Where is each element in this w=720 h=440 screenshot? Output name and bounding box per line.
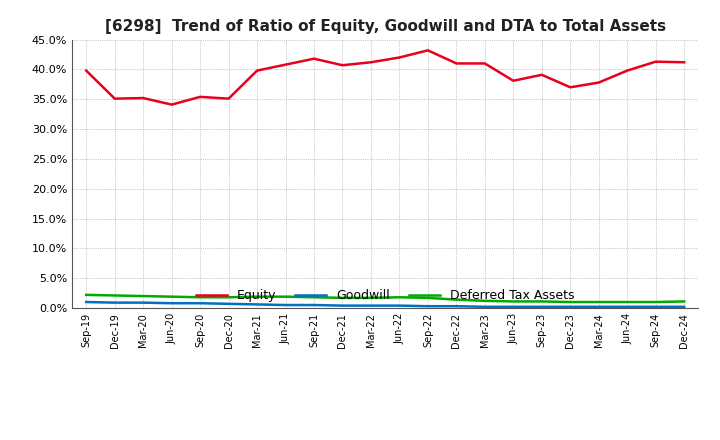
Goodwill <box>282 302 290 308</box>
Equity <box>509 78 518 84</box>
Goodwill <box>338 303 347 308</box>
Deferred Tax Assets <box>423 295 432 301</box>
Equity <box>680 60 688 65</box>
Deferred Tax Assets <box>366 295 375 301</box>
Equity <box>82 68 91 73</box>
Deferred Tax Assets <box>82 292 91 297</box>
Deferred Tax Assets <box>167 294 176 299</box>
Equity <box>652 59 660 64</box>
Goodwill <box>537 304 546 309</box>
Deferred Tax Assets <box>225 295 233 300</box>
Equity <box>310 56 318 61</box>
Deferred Tax Assets <box>253 294 261 299</box>
Goodwill <box>366 303 375 308</box>
Deferred Tax Assets <box>452 297 461 302</box>
Equity <box>423 48 432 53</box>
Deferred Tax Assets <box>537 299 546 304</box>
Deferred Tax Assets <box>282 294 290 299</box>
Equity <box>480 61 489 66</box>
Goodwill <box>652 304 660 309</box>
Line: Equity: Equity <box>86 50 684 105</box>
Deferred Tax Assets <box>566 299 575 304</box>
Equity <box>595 80 603 85</box>
Equity <box>395 55 404 60</box>
Equity <box>366 60 375 65</box>
Goodwill <box>480 304 489 309</box>
Equity <box>623 68 631 73</box>
Deferred Tax Assets <box>509 299 518 304</box>
Title: [6298]  Trend of Ratio of Equity, Goodwill and DTA to Total Assets: [6298] Trend of Ratio of Equity, Goodwil… <box>104 19 666 34</box>
Legend: Equity, Goodwill, Deferred Tax Assets: Equity, Goodwill, Deferred Tax Assets <box>191 284 580 307</box>
Deferred Tax Assets <box>196 295 204 300</box>
Goodwill <box>623 304 631 309</box>
Goodwill <box>509 304 518 309</box>
Goodwill <box>225 301 233 307</box>
Equity <box>253 68 261 73</box>
Equity <box>282 62 290 67</box>
Equity <box>196 94 204 99</box>
Deferred Tax Assets <box>338 295 347 301</box>
Goodwill <box>82 299 91 304</box>
Deferred Tax Assets <box>652 299 660 304</box>
Equity <box>167 102 176 107</box>
Equity <box>225 96 233 101</box>
Equity <box>110 96 119 101</box>
Deferred Tax Assets <box>110 293 119 298</box>
Equity <box>537 72 546 77</box>
Goodwill <box>566 304 575 309</box>
Deferred Tax Assets <box>680 299 688 304</box>
Deferred Tax Assets <box>395 295 404 300</box>
Goodwill <box>310 302 318 308</box>
Equity <box>338 62 347 68</box>
Goodwill <box>452 304 461 309</box>
Deferred Tax Assets <box>480 298 489 304</box>
Goodwill <box>395 303 404 308</box>
Goodwill <box>167 301 176 306</box>
Deferred Tax Assets <box>623 299 631 304</box>
Equity <box>139 95 148 101</box>
Goodwill <box>110 300 119 305</box>
Equity <box>566 84 575 90</box>
Goodwill <box>595 304 603 309</box>
Goodwill <box>680 304 688 309</box>
Goodwill <box>423 304 432 309</box>
Equity <box>452 61 461 66</box>
Deferred Tax Assets <box>139 293 148 299</box>
Goodwill <box>139 300 148 305</box>
Deferred Tax Assets <box>595 299 603 304</box>
Goodwill <box>196 301 204 306</box>
Line: Goodwill: Goodwill <box>86 302 684 307</box>
Deferred Tax Assets <box>310 295 318 300</box>
Line: Deferred Tax Assets: Deferred Tax Assets <box>86 295 684 302</box>
Goodwill <box>253 302 261 307</box>
